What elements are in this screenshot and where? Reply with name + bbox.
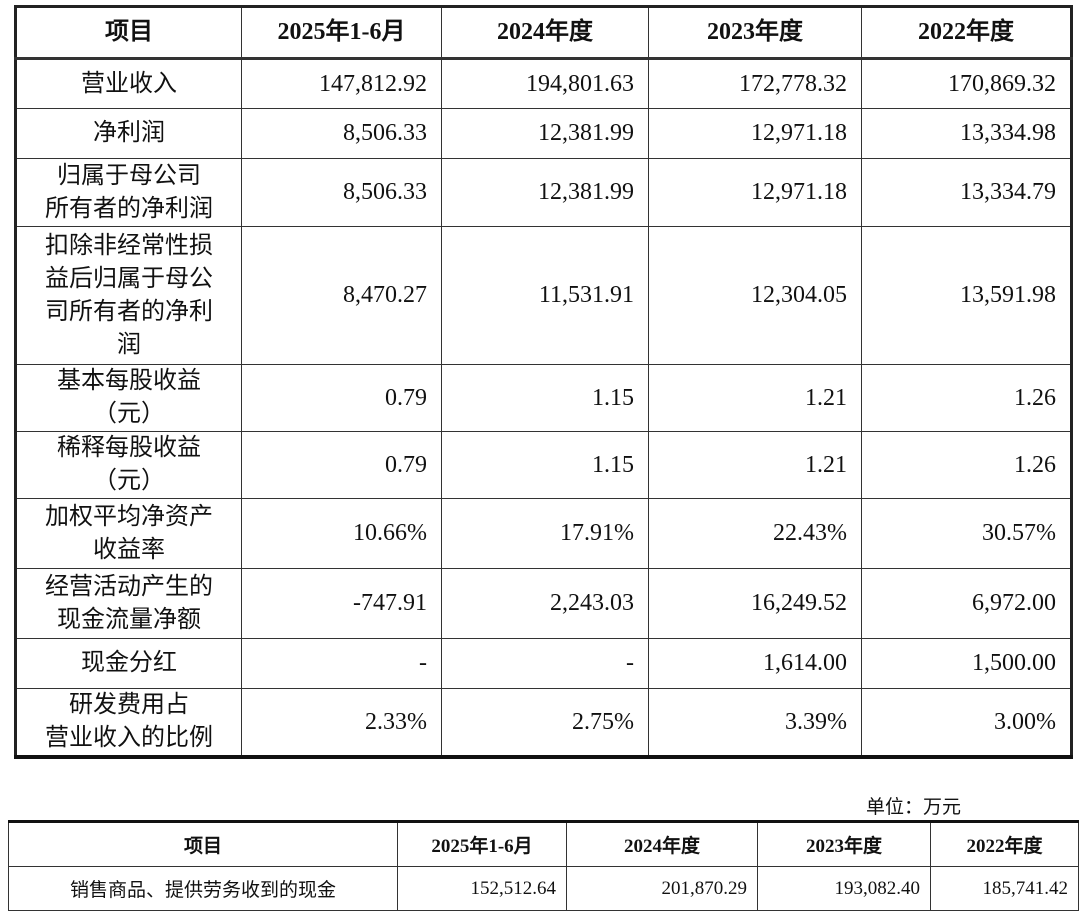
table-row: 基本每股收益 （元） 0.79 1.15 1.21 1.26 bbox=[15, 364, 1072, 432]
table-row: 现金分红 - -1,614.00 1,500.00 bbox=[15, 638, 1072, 689]
cell-value: 12,381.99 bbox=[441, 108, 649, 159]
cell-value: 170,869.32 bbox=[861, 58, 1072, 109]
cell-value: - bbox=[241, 638, 442, 689]
table-row: 营业收入 147,812.92 194,801.63 172,778.32 170,86… bbox=[15, 58, 1072, 109]
column-header: 2024年度 bbox=[566, 821, 758, 867]
cell-value: 194,801.63 bbox=[441, 58, 649, 109]
cell-value: 1.15 bbox=[441, 431, 649, 499]
column-header: 项目 bbox=[15, 6, 242, 60]
cell-value: 147,812.92 bbox=[241, 58, 442, 109]
column-header: 项目 bbox=[8, 821, 398, 867]
cell-value: 3.39% bbox=[648, 688, 862, 759]
cell-value: 1,614.00 bbox=[648, 638, 862, 689]
cell-value: 2.33% bbox=[241, 688, 442, 759]
table-row: 销售商品、提供劳务收到的现金 152,512.64 201,870.29 193,08… bbox=[8, 866, 1079, 911]
table-row: 扣除非经常性损 益后归属于母公 司所有者的净利 润 8,470.27 11,531.… bbox=[15, 226, 1072, 365]
cell-value: 2.75% bbox=[441, 688, 649, 759]
cell-value: 1.26 bbox=[861, 431, 1072, 499]
cell-value: 8,506.33 bbox=[241, 108, 442, 159]
cell-value: 13,334.98 bbox=[861, 108, 1072, 159]
column-header: 2023年度 bbox=[648, 6, 862, 60]
cell-value: 22.43% bbox=[648, 498, 862, 569]
cell-value: 10.66% bbox=[241, 498, 442, 569]
cell-value: -747.91 bbox=[241, 568, 442, 639]
table-row: 归属于母公司 所有者的净利润 8,506.33 12,381.99 12,971.18… bbox=[15, 158, 1072, 227]
financial-summary-table: 项目 2025年1-6月 2024年度 2023年度 2022年度 营业收入 147,81… bbox=[14, 5, 1073, 759]
table-row: 稀释每股收益 （元） 0.79 1.15 1.21 1.26 bbox=[15, 431, 1072, 499]
row-label: 加权平均净资产 收益率 bbox=[15, 498, 242, 569]
column-header: 2025年1-6月 bbox=[241, 6, 442, 60]
cell-value: 185,741.42 bbox=[930, 866, 1079, 911]
row-label: 营业收入 bbox=[15, 58, 242, 109]
column-header: 2023年度 bbox=[757, 821, 931, 867]
row-label: 研发费用占 营业收入的比例 bbox=[15, 688, 242, 759]
cell-value: 8,470.27 bbox=[241, 226, 442, 365]
cell-value: 193,082.40 bbox=[757, 866, 931, 911]
cell-value: 1.15 bbox=[441, 364, 649, 432]
column-header: 2025年1-6月 bbox=[397, 821, 567, 867]
column-header: 2022年度 bbox=[930, 821, 1079, 867]
unit-note: 单位：万元 bbox=[866, 797, 962, 818]
table-row: 净利润 8,506.33 12,381.99 12,971.18 13,334.98 bbox=[15, 108, 1072, 159]
cash-flow-table: 项目 2025年1-6月 2024年度 2023年度 2022年度 销售商品、提供劳务收… bbox=[8, 820, 1079, 911]
table-row: 经营活动产生的 现金流量净额 -747.91 2,243.03 16,249.52 6,… bbox=[15, 568, 1072, 639]
cell-value: 172,778.32 bbox=[648, 58, 862, 109]
cell-value: 1.21 bbox=[648, 364, 862, 432]
column-header: 2024年度 bbox=[441, 6, 649, 60]
table-header-row: 项目 2025年1-6月 2024年度 2023年度 2022年度 bbox=[8, 821, 1079, 867]
table-row: 加权平均净资产 收益率 10.66% 17.91% 22.43% 30.57% bbox=[15, 498, 1072, 569]
cell-value: 13,334.79 bbox=[861, 158, 1072, 227]
cell-value: 12,381.99 bbox=[441, 158, 649, 227]
table-header-row: 项目 2025年1-6月 2024年度 2023年度 2022年度 bbox=[15, 6, 1072, 60]
cell-value: 1.21 bbox=[648, 431, 862, 499]
cell-value: 0.79 bbox=[241, 364, 442, 432]
cell-value: 3.00% bbox=[861, 688, 1072, 759]
cell-value: 152,512.64 bbox=[397, 866, 567, 911]
cell-value: 12,304.05 bbox=[648, 226, 862, 365]
row-label: 销售商品、提供劳务收到的现金 bbox=[8, 866, 398, 911]
cell-value: 0.79 bbox=[241, 431, 442, 499]
cell-value: 2,243.03 bbox=[441, 568, 649, 639]
cell-value: 12,971.18 bbox=[648, 158, 862, 227]
cell-value: 30.57% bbox=[861, 498, 1072, 569]
cell-value: 1,500.00 bbox=[861, 638, 1072, 689]
row-label: 基本每股收益 （元） bbox=[15, 364, 242, 432]
cell-value: 11,531.91 bbox=[441, 226, 649, 365]
row-label: 净利润 bbox=[15, 108, 242, 159]
cell-value: 6,972.00 bbox=[861, 568, 1072, 639]
row-label: 扣除非经常性损 益后归属于母公 司所有者的净利 润 bbox=[15, 226, 242, 365]
cell-value: 16,249.52 bbox=[648, 568, 862, 639]
cell-value: 201,870.29 bbox=[566, 866, 758, 911]
cell-value: 17.91% bbox=[441, 498, 649, 569]
table-row: 研发费用占 营业收入的比例 2.33% 2.75% 3.39% 3.00% bbox=[15, 688, 1072, 759]
row-label: 经营活动产生的 现金流量净额 bbox=[15, 568, 242, 639]
cell-value: - bbox=[441, 638, 649, 689]
column-header: 2022年度 bbox=[861, 6, 1072, 60]
cell-value: 13,591.98 bbox=[861, 226, 1072, 365]
row-label: 现金分红 bbox=[15, 638, 242, 689]
cell-value: 8,506.33 bbox=[241, 158, 442, 227]
row-label: 稀释每股收益 （元） bbox=[15, 431, 242, 499]
row-label: 归属于母公司 所有者的净利润 bbox=[15, 158, 242, 227]
cell-value: 1.26 bbox=[861, 364, 1072, 432]
cell-value: 12,971.18 bbox=[648, 108, 862, 159]
